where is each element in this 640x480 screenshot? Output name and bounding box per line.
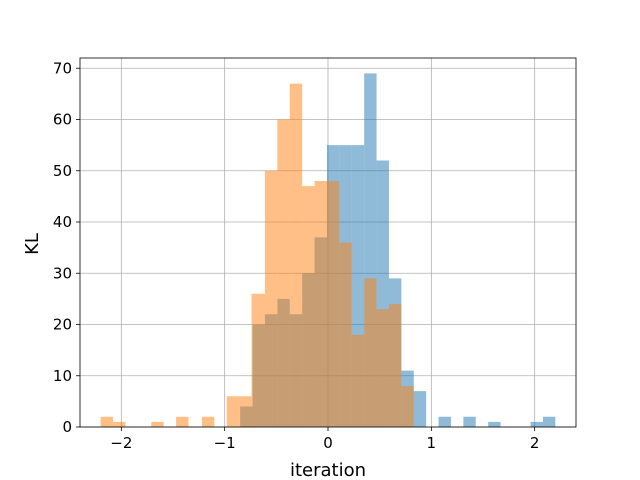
y-tick-label: 20 bbox=[53, 316, 72, 334]
y-tick-label: 40 bbox=[53, 213, 72, 231]
histogram-bar bbox=[226, 396, 240, 427]
histogram-bar bbox=[530, 421, 543, 427]
x-tick-label: −1 bbox=[214, 434, 236, 452]
x-tick-label: 2 bbox=[530, 434, 540, 452]
histogram-bar bbox=[488, 421, 501, 427]
histogram-bar bbox=[314, 181, 327, 427]
histogram-bar bbox=[339, 242, 352, 427]
histogram-bar bbox=[351, 334, 365, 427]
histogram-bar bbox=[302, 186, 315, 427]
x-tick-label: 1 bbox=[427, 434, 437, 452]
histogram-bar bbox=[413, 391, 427, 427]
histogram-bar bbox=[239, 396, 252, 427]
y-axis-label: KL bbox=[22, 233, 43, 255]
histogram-bar bbox=[251, 293, 265, 427]
histogram-bar bbox=[264, 170, 278, 427]
y-tick-label: 10 bbox=[53, 367, 72, 385]
histogram-bar bbox=[113, 421, 126, 427]
histogram-bar bbox=[289, 83, 303, 427]
histogram-bar bbox=[100, 416, 114, 427]
x-axis-label: iteration bbox=[290, 460, 366, 480]
y-tick-label: 0 bbox=[62, 418, 72, 436]
y-tick-label: 50 bbox=[53, 162, 72, 180]
histogram-bar bbox=[201, 416, 215, 427]
x-tick-label: −2 bbox=[110, 434, 132, 452]
histogram-bar bbox=[438, 416, 451, 427]
x-tick-label: 0 bbox=[323, 434, 333, 452]
y-tick-label: 70 bbox=[53, 59, 72, 77]
histogram-bar bbox=[463, 416, 476, 427]
histogram-bar bbox=[151, 421, 164, 427]
y-tick-label: 60 bbox=[53, 111, 72, 129]
histogram-bar bbox=[176, 416, 189, 427]
histogram-bar bbox=[277, 119, 290, 427]
histogram-bar bbox=[388, 304, 402, 427]
histogram-bar bbox=[376, 309, 389, 427]
histogram-series-2 bbox=[100, 83, 414, 427]
histogram-bar bbox=[401, 386, 414, 427]
histogram-bar bbox=[364, 278, 377, 427]
histogram-bars bbox=[100, 73, 556, 427]
y-tick-label: 30 bbox=[53, 264, 72, 282]
histogram-bar bbox=[326, 181, 340, 427]
histogram-bar bbox=[542, 416, 556, 427]
